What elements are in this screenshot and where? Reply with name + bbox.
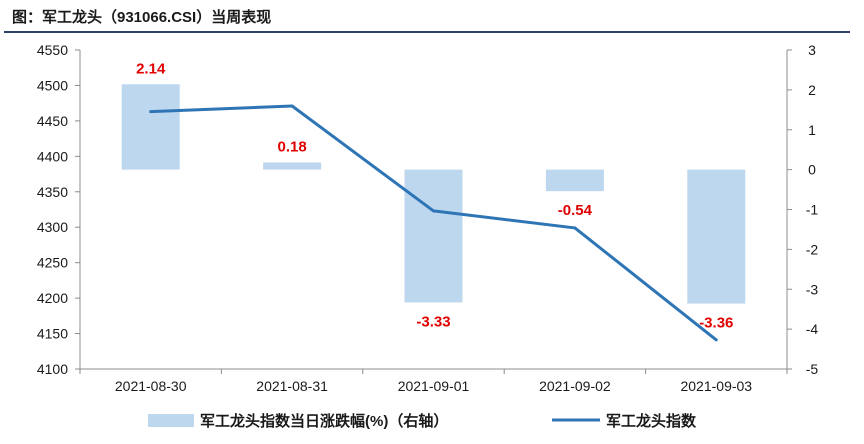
- right-tick-label: -5: [806, 361, 819, 377]
- left-tick-label: 4100: [37, 361, 68, 377]
- bar: [404, 169, 463, 303]
- right-tick-label: -4: [806, 321, 819, 337]
- bar-data-label: 0.18: [277, 138, 306, 155]
- bar-data-label: 2.14: [136, 60, 166, 77]
- bar-data-label: -3.33: [416, 313, 450, 330]
- bar-data-label: -3.36: [699, 315, 733, 332]
- line-point: [714, 338, 718, 342]
- bar: [263, 162, 322, 170]
- x-tick-label: 2021-09-02: [539, 378, 611, 394]
- left-tick-label: 4350: [37, 184, 68, 200]
- left-tick-label: 4250: [37, 255, 68, 271]
- left-tick-label: 4400: [37, 148, 68, 164]
- right-tick-label: 3: [808, 42, 816, 58]
- x-tick-label: 2021-08-31: [256, 378, 328, 394]
- right-tick-label: 2: [808, 82, 816, 98]
- legend-bar-label: 军工龙头指数当日涨跌幅(%)（右轴）: [200, 412, 448, 430]
- left-tick-label: 4550: [37, 42, 68, 58]
- line-point: [290, 104, 294, 108]
- legend-bar-swatch: [148, 414, 194, 427]
- left-tick-label: 4200: [37, 290, 68, 306]
- right-tick-label: 1: [808, 122, 816, 138]
- title-underline: [4, 31, 850, 33]
- line-point: [573, 226, 577, 230]
- left-tick-label: 4500: [37, 77, 68, 93]
- left-tick-label: 4450: [37, 113, 68, 129]
- right-tick-label: -2: [806, 241, 819, 257]
- left-tick-label: 4300: [37, 219, 68, 235]
- bar: [121, 84, 180, 170]
- x-tick-label: 2021-08-30: [115, 378, 187, 394]
- right-tick-label: 0: [808, 162, 816, 178]
- chart-title: 图：军工龙头（931066.CSI）当周表现: [12, 9, 272, 26]
- line-point: [149, 110, 153, 114]
- x-tick-label: 2021-09-01: [398, 378, 470, 394]
- left-tick-label: 4150: [37, 326, 68, 342]
- x-tick-label: 2021-09-03: [680, 378, 752, 394]
- bar-data-label: -0.54: [558, 202, 593, 219]
- bar: [687, 169, 746, 304]
- legend-line-label: 军工龙头指数: [606, 412, 697, 430]
- bar: [545, 169, 604, 192]
- line-point: [432, 209, 435, 213]
- right-tick-label: -1: [806, 202, 819, 218]
- right-tick-label: -3: [806, 281, 819, 297]
